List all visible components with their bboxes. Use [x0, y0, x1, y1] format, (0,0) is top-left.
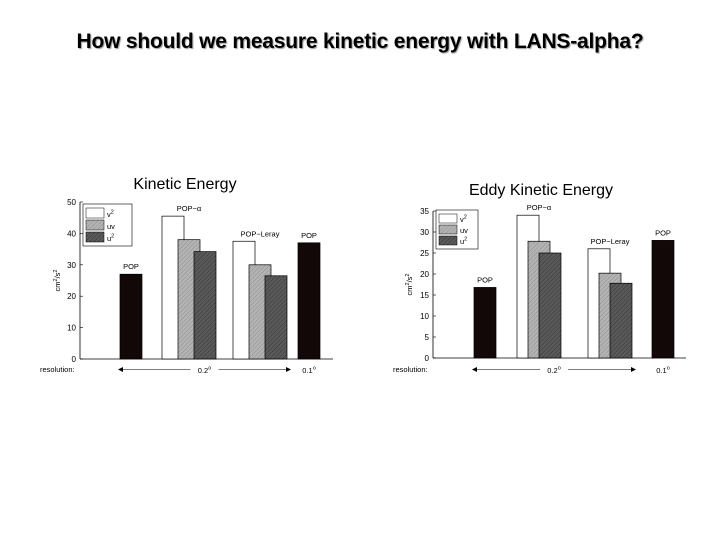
slide-title: How should we measure kinetic energy wit… [76, 30, 644, 53]
group-label: POP−α [527, 203, 552, 212]
bar [264, 275, 288, 360]
arrowhead-right [286, 367, 291, 372]
y-tick-label: 10 [67, 324, 76, 333]
bar [297, 242, 321, 360]
resolution-fine: 0.1o [302, 366, 316, 376]
group-label: POP−Leray [591, 237, 630, 246]
y-tick-label: 0 [425, 354, 430, 363]
legend-label: u2 [107, 234, 114, 244]
y-tick-label: 30 [67, 261, 76, 270]
bar [609, 282, 633, 359]
resolution-coarse: 0.2o [198, 366, 212, 376]
bar [119, 273, 143, 360]
bar [651, 240, 675, 359]
y-tick-label: 20 [420, 270, 429, 279]
y-tick-label: 5 [425, 333, 430, 342]
group-label: POP [655, 228, 671, 237]
group-label: POP−Leray [241, 229, 280, 238]
bar [193, 251, 217, 360]
y-axis-label: cm2/s2 [405, 274, 414, 296]
bar [473, 287, 497, 359]
y-tick-label: 35 [420, 207, 429, 216]
legend-swatch [438, 224, 458, 235]
legend-swatch [85, 231, 105, 243]
legend-label: u2 [460, 237, 467, 247]
arrowhead-left [118, 367, 123, 372]
group-label: POP [123, 262, 139, 271]
y-tick-label: 40 [67, 229, 76, 238]
arrowhead-left [472, 367, 477, 372]
y-tick-label: 0 [72, 355, 77, 364]
legend-label: uv [107, 222, 115, 231]
resolution-coarse: 0.2o [547, 366, 561, 376]
group-label: POP−α [177, 204, 202, 213]
y-tick-label: 25 [420, 249, 429, 258]
legend-swatch [438, 235, 458, 246]
legend-swatch [85, 219, 105, 231]
y-axis-label: cm2/s2 [53, 270, 62, 292]
resolution-label: resolution: [40, 365, 75, 374]
y-tick-label: 30 [420, 228, 429, 237]
arrowhead-right [631, 367, 636, 372]
legend-label: v2 [460, 215, 467, 225]
group-label: POP [477, 275, 493, 284]
y-tick-label: 15 [420, 291, 429, 300]
resolution-fine: 0.1o [656, 366, 670, 376]
y-tick-label: 50 [67, 198, 76, 207]
legend-swatch [438, 213, 458, 224]
resolution-label: resolution: [393, 365, 428, 374]
legend-swatch [85, 207, 105, 219]
chart-title: Kinetic Energy [133, 176, 236, 193]
y-tick-label: 10 [420, 312, 429, 321]
group-label: POP [301, 231, 317, 240]
bar [538, 252, 562, 359]
legend-label: v2 [107, 210, 114, 220]
y-tick-label: 20 [67, 292, 76, 301]
legend-label: uv [460, 226, 468, 235]
chart-title: Eddy Kinetic Energy [469, 182, 613, 199]
